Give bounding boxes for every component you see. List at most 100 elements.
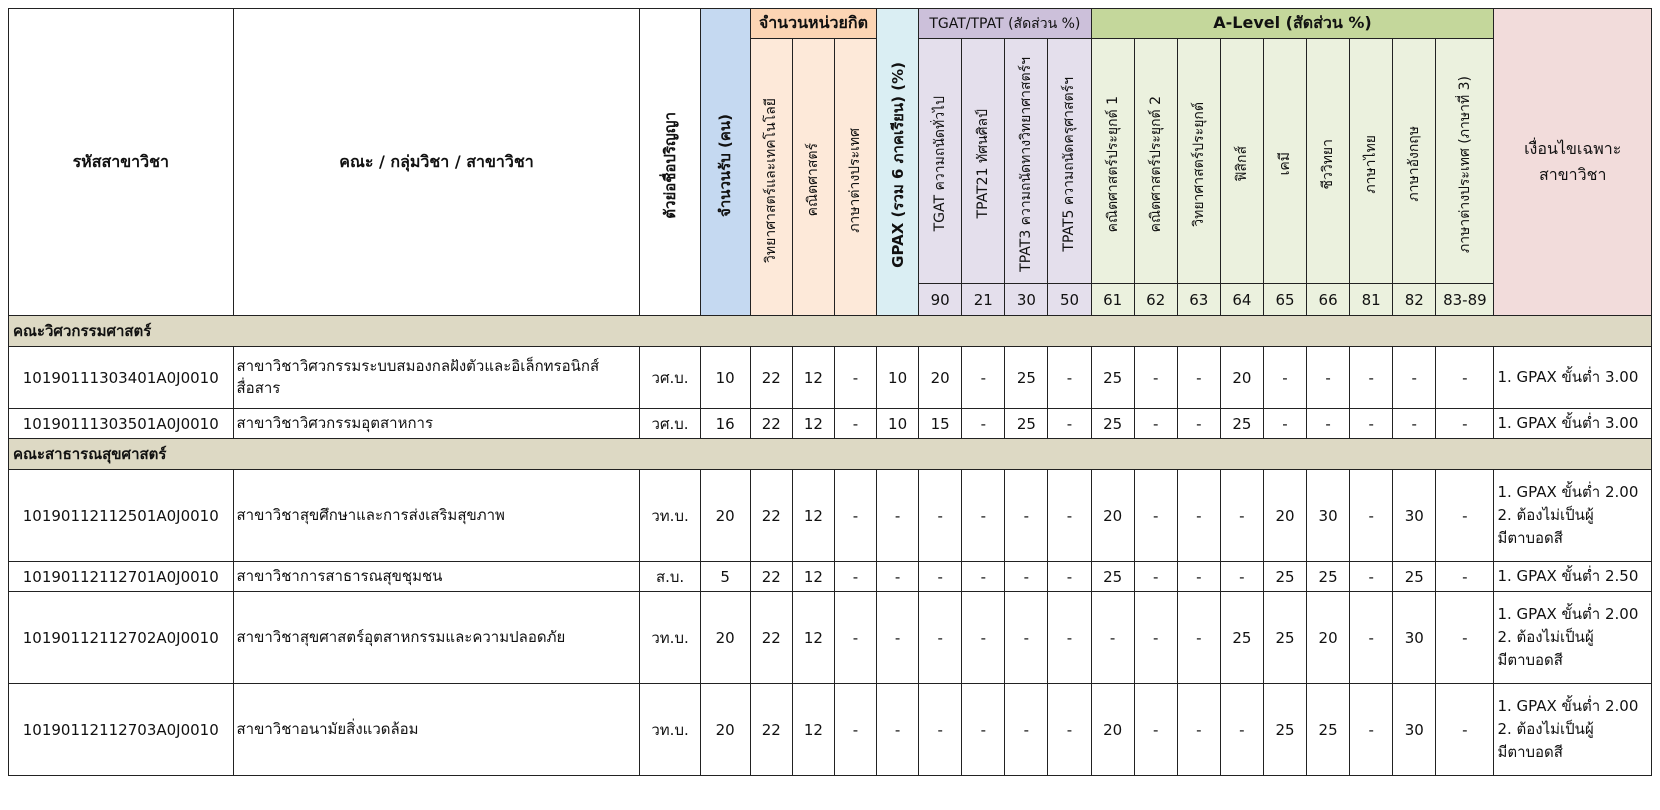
header-al83: ภาษาต่างประเทศ (ภาษาที่ 3) <box>1435 38 1495 284</box>
header-code-64: 64 <box>1219 283 1264 316</box>
faculty-section-row: คณะวิศวกรรมศาสตร์ <box>8 315 1652 347</box>
cell-c-sci: 22 <box>749 469 793 562</box>
cell-code: 10190112112701A0J0010 <box>8 561 234 592</box>
cell-a61: 20 <box>1090 683 1135 776</box>
header-code-82: 82 <box>1392 283 1437 316</box>
cell-tpat3: 25 <box>1004 408 1049 439</box>
cell-gpax: - <box>876 683 920 776</box>
table-row: 10190111303501A0J0010 สาขาวิชาวิศวกรรมอุต… <box>8 408 1652 439</box>
cell-tgat: - <box>918 683 963 776</box>
cell-a61: 25 <box>1090 408 1135 439</box>
condition-line: 1. GPAX ขั้นต่ำ 2.50 <box>1497 566 1639 585</box>
cell-a61: - <box>1090 591 1135 684</box>
cell-tpat5: - <box>1047 469 1092 562</box>
header-tpat5: TPAT5 ความถนัดครุศาสตร์ฯ <box>1047 38 1092 284</box>
cell-name: สาขาวิชาการสาธารณสุขชุมชน <box>232 561 641 592</box>
header-credits-group: จำนวนหน่วยกิต <box>749 8 878 39</box>
cell-a65: 25 <box>1262 591 1308 684</box>
cell-a66: 25 <box>1306 683 1351 776</box>
cell-degree: วท.บ. <box>639 591 701 684</box>
header-al63: วิทยาศาสตร์ประยุกต์ <box>1176 38 1221 284</box>
header-al82: ภาษาอังกฤษ <box>1392 38 1437 284</box>
cell-a62: - <box>1133 408 1178 439</box>
cell-a62: - <box>1133 591 1178 684</box>
condition-line: 1. GPAX ขั้นต่ำ 3.00 <box>1497 413 1639 432</box>
cell-gpax: 10 <box>876 408 920 439</box>
cell-a62: - <box>1133 346 1178 409</box>
cell-tgat: - <box>918 561 963 592</box>
cell-a82: 30 <box>1392 591 1437 684</box>
header-al62: คณิตศาสตร์ประยุกต์ 2 <box>1133 38 1178 284</box>
cell-a64: 25 <box>1219 591 1264 684</box>
condition-line: 1. GPAX ขั้นต่ำ 3.00 <box>1497 367 1639 386</box>
table-row: 10190112112703A0J0010 สาขาวิชาอนามัยสิ่งแ… <box>8 683 1652 776</box>
cell-degree: วท.บ. <box>639 683 701 776</box>
condition-line: มีตาบอดสี <box>1497 529 1563 548</box>
cell-a83: - <box>1435 408 1495 439</box>
cell-gpax: - <box>876 469 920 562</box>
cell-c-lang: - <box>833 469 878 562</box>
header-code: รหัสสาขาวิชา <box>8 8 234 316</box>
cell-a63: - <box>1176 469 1221 562</box>
header-tpat3: TPAT3 ความถนัดทางวิทยาศาสตร์ฯ <box>1004 38 1049 284</box>
cell-c-sci: 22 <box>749 346 793 409</box>
header-code-63: 63 <box>1176 283 1221 316</box>
header-code-30: 30 <box>1004 283 1049 316</box>
cell-a83: - <box>1435 469 1495 562</box>
cell-c-lang: - <box>833 346 878 409</box>
cell-tgat: - <box>918 591 963 684</box>
header-credit-sci: วิทยาศาสตร์และเทคโนโลยี <box>749 38 793 316</box>
cell-code: 10190111303401A0J0010 <box>8 346 234 409</box>
cell-a65: - <box>1262 346 1308 409</box>
cell-c-sci: 22 <box>749 408 793 439</box>
condition-line: 2. ต้องไม่เป็นผู้ <box>1497 505 1594 524</box>
cell-tpat3: - <box>1004 591 1049 684</box>
cell-name: สาขาวิชาสุขศึกษาและการส่งเสริมสุขภาพ <box>232 469 641 562</box>
cell-gpax: - <box>876 591 920 684</box>
cell-seats: 20 <box>699 591 751 684</box>
table-row: 10190112112701A0J0010 สาขาวิชาการสาธารณสุ… <box>8 561 1652 592</box>
cell-condition: 1. GPAX ขั้นต่ำ 2.50 <box>1493 561 1652 592</box>
cell-tpat5: - <box>1047 561 1092 592</box>
cell-a83: - <box>1435 346 1495 409</box>
cell-degree: วศ.บ. <box>639 408 701 439</box>
cell-condition: 1. GPAX ขั้นต่ำ 2.00 2. ต้องไม่เป็นผู้ มีต… <box>1493 591 1652 684</box>
cell-c-sci: 22 <box>749 561 793 592</box>
header-al64: ฟิสิกส์ <box>1219 38 1264 284</box>
header-code-61: 61 <box>1090 283 1135 316</box>
header-tgat-group: TGAT/TPAT (สัดส่วน %) <box>918 8 1092 39</box>
cell-tpat3: - <box>1004 469 1049 562</box>
condition-line: มีตาบอดสี <box>1497 651 1563 670</box>
cell-a82: 30 <box>1392 469 1437 562</box>
cell-a63: - <box>1176 408 1221 439</box>
cell-seats: 16 <box>699 408 751 439</box>
cell-tpat5: - <box>1047 591 1092 684</box>
cell-c-sci: 22 <box>749 591 793 684</box>
cell-code: 10190112112501A0J0010 <box>8 469 234 562</box>
header-al81: ภาษาไทย <box>1349 38 1394 284</box>
cell-gpax: - <box>876 561 920 592</box>
cell-a83: - <box>1435 561 1495 592</box>
cell-a63: - <box>1176 683 1221 776</box>
cell-a82: - <box>1392 408 1437 439</box>
cell-a82: - <box>1392 346 1437 409</box>
faculty-name: คณะวิศวกรรมศาสตร์ <box>8 315 1652 347</box>
cell-tpat21: - <box>961 683 1006 776</box>
cell-c-math: 12 <box>791 561 835 592</box>
header-code-83-89: 83-89 <box>1435 283 1495 316</box>
cell-a64: - <box>1219 469 1264 562</box>
cell-name: สาขาวิชาสุขศาสตร์อุตสาหกรรมและความปลอดภั… <box>232 591 641 684</box>
table-row: 10190112112702A0J0010 สาขาวิชาสุขศาสตร์อุ… <box>8 591 1652 684</box>
condition-line: 2. ต้องไม่เป็นผู้ <box>1497 627 1594 646</box>
admission-table-container: รหัสสาขาวิชา คณะ / กลุ่มวิชา / สาขาวิชา … <box>8 8 1652 776</box>
cell-a66: - <box>1306 346 1351 409</box>
header-program: คณะ / กลุ่มวิชา / สาขาวิชา <box>232 8 641 316</box>
cell-tgat: 20 <box>918 346 963 409</box>
header-tgat90: TGAT ความถนัดทั่วไป <box>918 38 963 284</box>
cell-a81: - <box>1349 469 1394 562</box>
cell-c-lang: - <box>833 683 878 776</box>
cell-a61: 25 <box>1090 346 1135 409</box>
header-code-66: 66 <box>1306 283 1351 316</box>
cell-c-lang: - <box>833 561 878 592</box>
cell-name: สาขาวิชาวิศวกรรมระบบสมองกลฝังตัวและอิเล็… <box>232 346 641 409</box>
